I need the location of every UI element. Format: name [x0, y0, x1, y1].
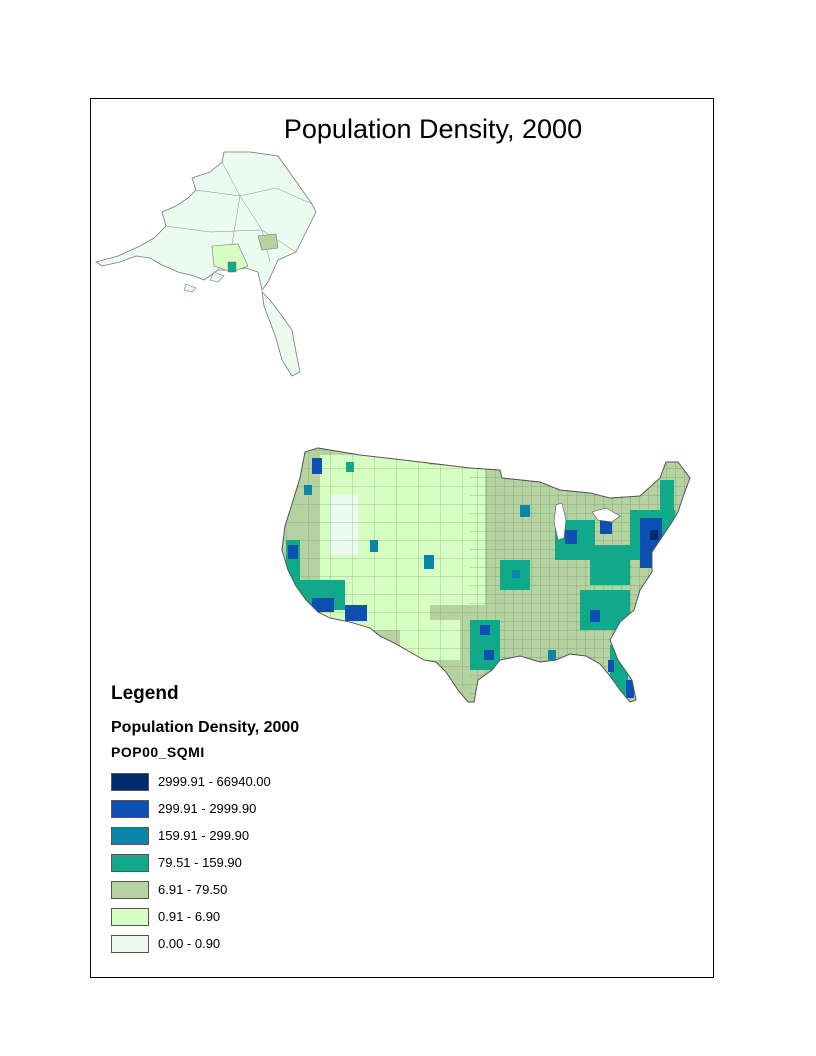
alaska	[95, 151, 317, 377]
cluster-salt-lake	[370, 540, 378, 552]
alaska-borough-anchorage	[211, 243, 249, 273]
legend-swatch	[111, 772, 149, 791]
legend-swatch	[111, 934, 149, 953]
legend-class-label: 6.91 - 79.50	[158, 882, 228, 897]
legend-class-label: 79.51 - 159.90	[158, 855, 242, 870]
cluster-dallas	[480, 625, 490, 635]
legend-class: 6.91 - 79.50	[111, 876, 299, 903]
legend-swatch	[111, 799, 149, 818]
cluster-ohio-valley	[590, 545, 630, 585]
alaska-borough-urban	[227, 261, 237, 273]
alaska-borough-fairbanks	[257, 233, 279, 251]
legend-class-label: 0.91 - 6.90	[158, 909, 221, 924]
legend-class: 299.91 - 2999.90	[111, 795, 299, 822]
density-clusters	[286, 458, 675, 698]
legend-class: 2999.91 - 66940.00	[111, 768, 299, 795]
lake-michigan	[553, 502, 567, 541]
cluster-miami	[626, 680, 634, 698]
alaska-island	[183, 283, 197, 293]
cluster-kansas-city	[512, 570, 520, 578]
alaska-panhandle	[261, 290, 301, 377]
legend-class: 0.00 - 0.90	[111, 930, 299, 957]
legend-swatch	[111, 880, 149, 899]
legend: Legend Population Density, 2000 POP00_SQ…	[111, 683, 299, 957]
cluster-minneapolis	[520, 505, 530, 517]
map-title: Population Density, 2000	[283, 114, 583, 144]
cluster-los-angeles	[312, 598, 334, 612]
cluster-denver	[424, 555, 434, 569]
legend-class: 79.51 - 159.90	[111, 849, 299, 876]
alaska-island	[209, 271, 225, 283]
conterminous-us	[281, 447, 691, 703]
cluster-nyc	[650, 530, 658, 540]
cluster-new-england	[660, 480, 674, 510]
legend-heading: Legend	[111, 683, 179, 704]
legend-classes: 2999.91 - 66940.00 299.91 - 2999.90 159.…	[111, 768, 299, 957]
legend-swatch	[111, 853, 149, 872]
cluster-seattle	[312, 458, 322, 474]
cluster-tampa	[608, 660, 614, 672]
cluster-phoenix	[345, 605, 367, 621]
legend-class-label: 0.00 - 0.90	[158, 936, 221, 951]
cluster-bay-area	[288, 545, 298, 559]
cluster-new-orleans	[548, 650, 556, 660]
great-lakes-east	[591, 507, 621, 523]
cluster-megalopolis	[640, 518, 662, 568]
conus-outline	[281, 447, 691, 703]
legend-swatch	[111, 826, 149, 845]
alaska-shape	[95, 151, 317, 291]
cluster-detroit	[600, 520, 612, 534]
legend-class-label: 159.91 - 299.90	[158, 828, 250, 843]
cluster-houston	[484, 650, 494, 660]
cluster-atlanta	[590, 610, 600, 622]
legend-class: 159.91 - 299.90	[111, 822, 299, 849]
legend-field-name: POP00_SQMI	[111, 744, 205, 760]
legend-swatch	[111, 907, 149, 926]
cluster-chicago	[565, 530, 577, 544]
legend-layer-name: Population Density, 2000	[111, 719, 300, 736]
cluster-spokane	[346, 462, 354, 472]
county-lines-west	[282, 448, 470, 702]
legend-class: 0.91 - 6.90	[111, 903, 299, 930]
legend-class-label: 2999.91 - 66940.00	[158, 774, 271, 789]
legend-class-label: 299.91 - 2999.90	[158, 801, 257, 816]
cluster-southeast	[580, 590, 630, 630]
cluster-portland	[304, 485, 312, 495]
